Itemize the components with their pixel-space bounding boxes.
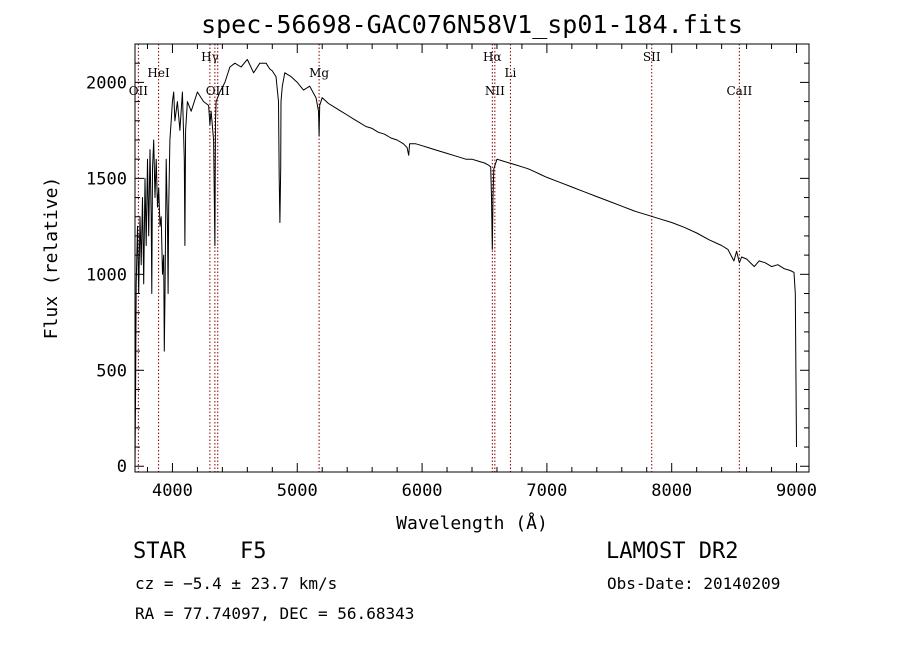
y-tick-label: 500: [96, 361, 127, 381]
y-tick-label: 1000: [86, 265, 127, 285]
survey-name: LAMOST DR2: [606, 539, 739, 564]
axis-ticks: 4000 5000 6000 7000 8000 9000 0 500 1000 1500 2000: [86, 44, 817, 501]
x-tick-label: 7000: [526, 481, 567, 501]
spectrum-series: [134, 58, 797, 467]
object-subclass: F5: [240, 539, 267, 564]
spectrum-line: [134, 58, 797, 467]
spectral-line-label: OIII: [206, 84, 230, 98]
x-axis-label: Wavelength (Å): [396, 512, 548, 534]
spectral-line-label: Hγ: [201, 50, 219, 64]
ra-dec-coordinates: RA = 77.74097, DEC = 56.68343: [135, 604, 415, 623]
x-tick-label: 9000: [776, 481, 817, 501]
spectral-line-label: Hα: [483, 50, 502, 64]
x-tick-label: 4000: [152, 481, 193, 501]
spectral-line-label: OII: [129, 84, 149, 98]
x-tick-label: 5000: [277, 481, 318, 501]
y-tick-label: 1500: [86, 169, 127, 189]
observation-date: Obs-Date: 20140209: [607, 574, 781, 593]
redshift-velocity: cz = −5.4 ± 23.7 km/s: [135, 574, 338, 593]
spectral-line-label: Li: [505, 66, 517, 80]
spectral-line-label: SII: [643, 50, 661, 64]
object-class: STAR: [133, 539, 186, 564]
x-tick-label: 6000: [402, 481, 443, 501]
spectral-line-label: CaII: [726, 84, 752, 98]
y-tick-label: 2000: [86, 73, 127, 93]
chart-title: spec-56698-GAC076N58V1_sp01-184.fits: [201, 10, 743, 39]
plot-frame: [134, 43, 810, 473]
x-tick-label: 8000: [651, 481, 692, 501]
spectral-line-label: Mg: [309, 66, 329, 80]
spectral-line-label: NII: [485, 84, 505, 98]
y-tick-label: 0: [117, 457, 127, 477]
y-axis-label: Flux (relative): [41, 177, 62, 340]
spectral-line-label: HeI: [147, 66, 170, 80]
